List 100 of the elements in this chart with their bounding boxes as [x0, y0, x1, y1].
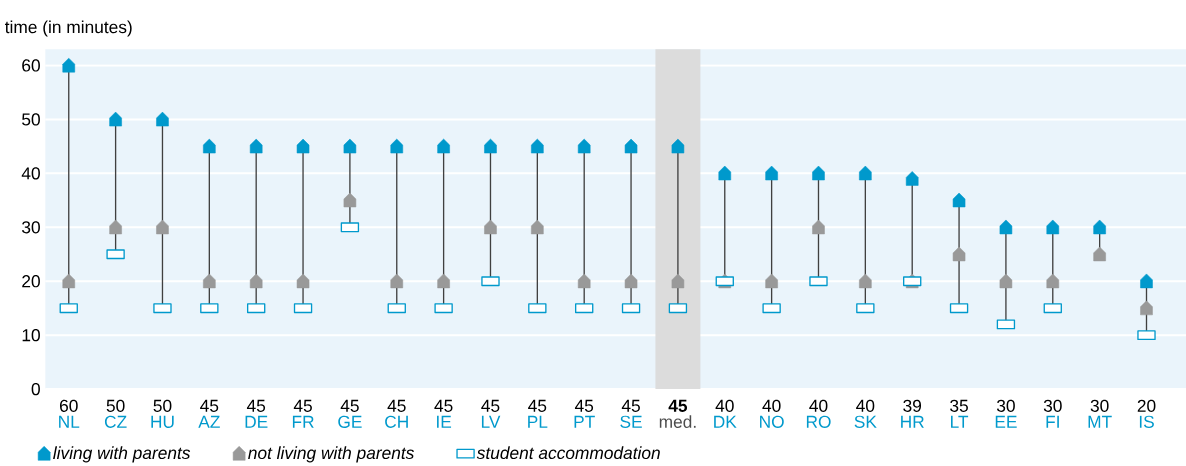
data-label: 45 — [246, 399, 266, 412]
x-tick-label: GE — [338, 415, 362, 428]
point — [109, 219, 122, 235]
point — [156, 111, 169, 127]
point — [765, 165, 778, 181]
data-label: 40 — [856, 399, 875, 412]
point — [999, 219, 1013, 235]
point — [203, 138, 216, 154]
x-tick-label: LT — [951, 415, 969, 428]
point — [390, 138, 404, 154]
y-tick-label: 40 — [21, 167, 40, 180]
data-label: 40 — [715, 399, 734, 412]
point — [859, 273, 872, 288]
point — [624, 273, 638, 288]
point — [343, 192, 357, 208]
point — [156, 219, 169, 235]
data-label: 40 — [762, 399, 781, 412]
point — [249, 138, 263, 154]
x-tick-label: HU — [151, 415, 174, 428]
x-tick-label: med. — [659, 415, 696, 428]
y-tick-label: 60 — [22, 59, 40, 72]
point — [577, 273, 591, 288]
point — [531, 219, 544, 235]
x-tick-label: RO — [806, 415, 831, 428]
point — [859, 165, 872, 181]
point — [671, 273, 685, 288]
point — [343, 138, 357, 154]
point — [624, 138, 638, 154]
data-label: 30 — [1043, 399, 1062, 412]
point — [812, 165, 825, 181]
x-tick-label: DE — [245, 415, 268, 428]
x-tick-label: MT — [1088, 415, 1112, 428]
data-label: 45 — [387, 399, 406, 412]
point — [1140, 300, 1153, 315]
point — [765, 273, 778, 288]
point — [1093, 246, 1106, 262]
x-tick-label: SK — [854, 415, 877, 428]
data-label: 45 — [293, 399, 312, 412]
point — [296, 273, 310, 288]
point — [577, 138, 591, 154]
data-label: 60 — [60, 399, 78, 412]
point — [952, 246, 966, 262]
y-tick-label: 20 — [22, 274, 40, 288]
data-label: 45 — [434, 399, 453, 412]
point — [437, 138, 450, 154]
point — [62, 57, 76, 73]
x-tick-label: PL — [528, 415, 548, 428]
data-label: 30 — [1090, 399, 1109, 412]
legend-label: not living with parents — [248, 446, 414, 463]
x-tick-label: IE — [437, 415, 452, 428]
data-label: 50 — [153, 399, 172, 412]
x-tick-label: EE — [995, 415, 1017, 428]
x-tick-label: FR — [292, 415, 314, 428]
data-label: 50 — [106, 399, 125, 412]
data-label: 30 — [996, 399, 1015, 412]
point — [62, 273, 76, 288]
point — [437, 273, 450, 288]
x-tick-label: NO — [760, 415, 784, 428]
x-tick-label: DK — [714, 415, 737, 428]
point — [999, 273, 1013, 288]
x-tick-label: SE — [620, 415, 642, 428]
data-label: 45 — [574, 399, 594, 412]
data-label: 20 — [1137, 399, 1156, 412]
data-label: 39 — [903, 399, 922, 412]
point — [671, 138, 685, 154]
point — [390, 273, 404, 288]
point — [249, 273, 263, 288]
data-label: 45 — [200, 399, 219, 412]
point — [109, 111, 122, 127]
y-tick-label: 10 — [22, 328, 40, 342]
point — [484, 138, 497, 154]
point — [296, 138, 310, 154]
y-tick-label: 30 — [22, 220, 40, 234]
point — [1046, 219, 1060, 235]
x-tick-label: IS — [1139, 415, 1154, 428]
legend-label: student accommodation — [476, 446, 660, 459]
point — [952, 192, 966, 208]
x-tick-label: AZ — [198, 415, 220, 428]
point — [718, 165, 732, 181]
data-label: 40 — [809, 399, 828, 412]
point — [203, 273, 216, 288]
x-tick-label: NL — [59, 415, 80, 428]
x-tick-label: HR — [901, 415, 924, 428]
data-label: 45 — [621, 399, 640, 412]
data-label: 45 — [668, 399, 688, 412]
point — [905, 170, 919, 186]
data-label: 45 — [340, 399, 359, 412]
y-tick-label: 0 — [31, 382, 40, 396]
data-label: 45 — [528, 399, 547, 412]
x-tick-label: LV — [481, 415, 501, 428]
data-label: 45 — [481, 399, 500, 412]
point — [812, 219, 825, 235]
x-tick-label: CH — [385, 415, 408, 428]
y-axis-title: time (in minutes) — [5, 20, 132, 37]
point — [531, 138, 544, 154]
legend-label: living with parents — [53, 446, 191, 463]
x-tick-label: PT — [574, 415, 595, 428]
data-label: 35 — [950, 399, 968, 412]
x-tick-label: FI — [1046, 415, 1059, 428]
point — [1093, 219, 1106, 235]
